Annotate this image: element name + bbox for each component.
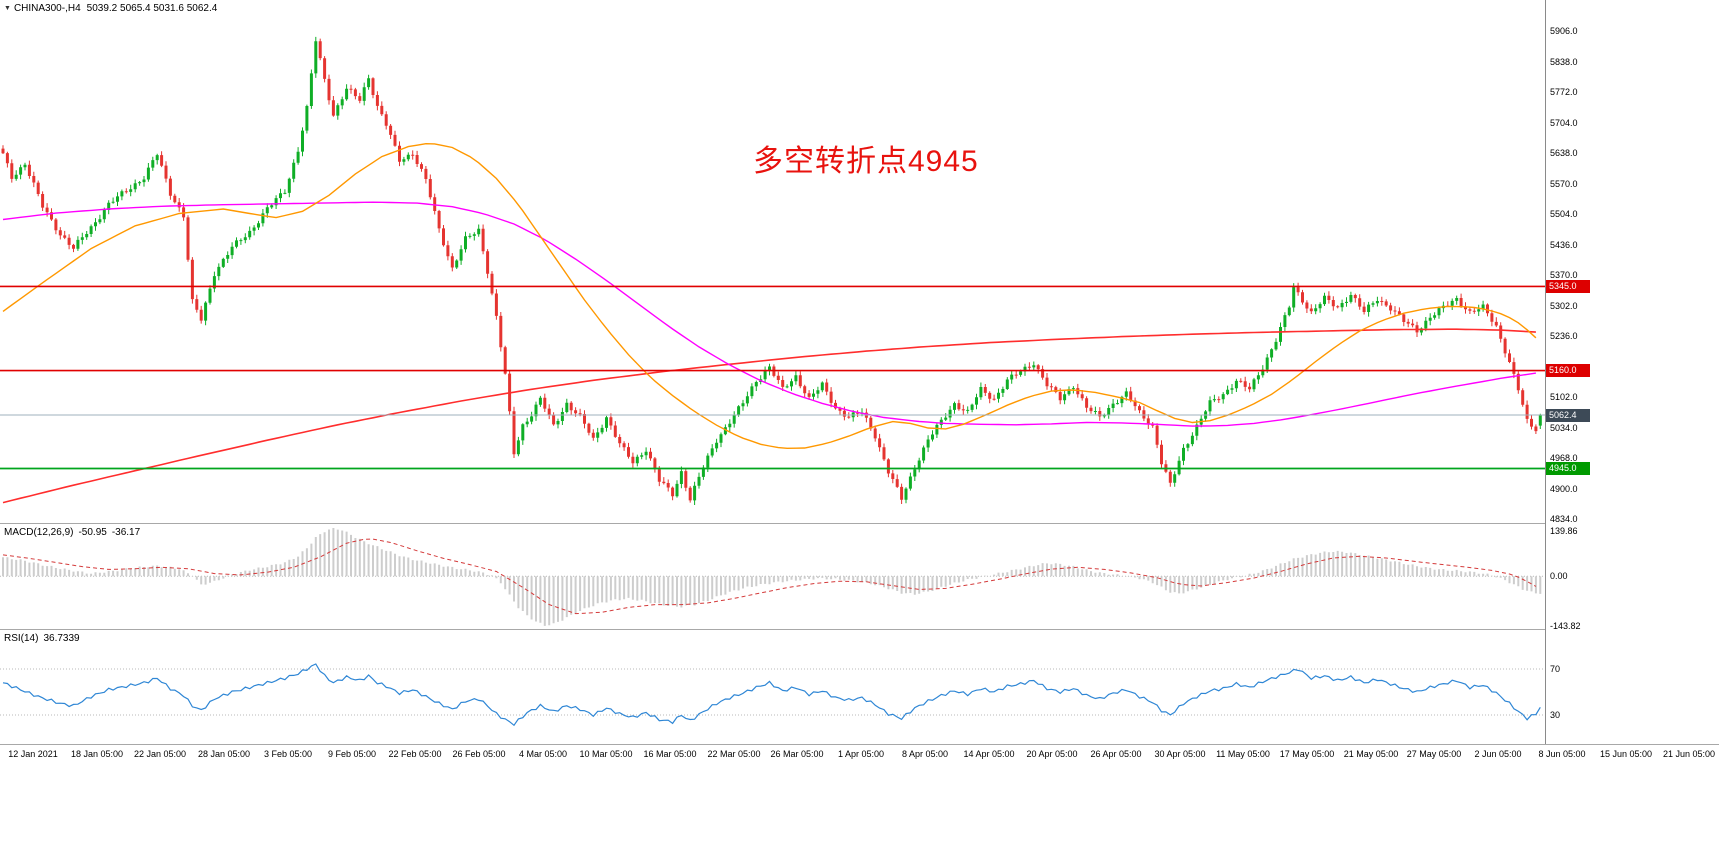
chart-title: ▼ CHINA300-,H4 5039.2 5065.4 5031.6 5062.4 xyxy=(4,3,217,14)
macd-name: MACD(12,26,9) xyxy=(4,527,74,538)
macd-histogram xyxy=(2,528,1542,626)
time-label: 22 Mar 05:00 xyxy=(707,749,761,759)
time-label: 26 Feb 05:00 xyxy=(452,749,506,759)
time-label: 11 May 05:00 xyxy=(1216,749,1270,759)
price-tick-label: 4968.0 xyxy=(1550,453,1578,463)
time-label: 8 Jun 05:00 xyxy=(1538,749,1586,759)
price-badge-support-5160: 5160.0 xyxy=(1546,364,1590,377)
time-label: 4 Mar 05:00 xyxy=(518,749,568,759)
time-label: 26 Mar 05:00 xyxy=(770,749,824,759)
price-tick-label: 4834.0 xyxy=(1550,514,1578,524)
price-tick-label: 5906.0 xyxy=(1550,26,1578,36)
time-label: 3 Feb 05:00 xyxy=(263,749,313,759)
price-tick-label: 5504.0 xyxy=(1550,209,1578,219)
macd-signal-value: -36.17 xyxy=(111,527,141,538)
rsi-panel: RSI(14) 36.7339 xyxy=(0,630,1545,744)
time-label: 18 Jan 05:00 xyxy=(70,749,124,759)
price-tick-label: 5436.0 xyxy=(1550,240,1578,250)
macd-axis-label: 139.86 xyxy=(1550,526,1578,536)
bear-candle-wicks xyxy=(2,38,1537,504)
macd-axis-label: 0.00 xyxy=(1550,571,1568,581)
price-badge-current-price: 5062.4 xyxy=(1546,409,1590,422)
time-label: 21 Jun 05:00 xyxy=(1662,749,1716,759)
time-label: 9 Feb 05:00 xyxy=(327,749,377,759)
ma-fast-orange-line[interactable] xyxy=(2,142,1537,450)
time-label: 17 May 05:00 xyxy=(1279,749,1335,759)
time-label: 27 May 05:00 xyxy=(1406,749,1462,759)
time-label: 14 Apr 05:00 xyxy=(963,749,1015,759)
price-badge-key-level-4945: 4945.0 xyxy=(1546,462,1590,475)
symbol-timeframe-label: CHINA300-,H4 xyxy=(13,3,81,14)
ohlc-values-label: 5039.2 5065.4 5031.6 5062.4 xyxy=(86,3,218,14)
price-tick-label: 5570.0 xyxy=(1550,179,1578,189)
time-label: 22 Feb 05:00 xyxy=(388,749,442,759)
rsi-value: 36.7339 xyxy=(43,633,80,644)
macd-main-value: -50.95 xyxy=(78,527,107,538)
panel-splitter-2[interactable] xyxy=(0,629,1719,630)
ma-mid-magenta-line[interactable] xyxy=(2,201,1537,427)
price-tick-label: 5704.0 xyxy=(1550,118,1578,128)
price-axis[interactable]: 5906.0 5838.0 5772.0 5704.0 5638.0 5570.0 5504… xyxy=(1545,0,1719,744)
price-tick-label: 5236.0 xyxy=(1550,331,1578,341)
rsi-line xyxy=(2,663,1541,727)
time-label: 8 Apr 05:00 xyxy=(901,749,949,759)
time-label: 26 Apr 05:00 xyxy=(1090,749,1142,759)
price-tick-label: 4900.0 xyxy=(1550,484,1578,494)
time-label: 2 Jun 05:00 xyxy=(1474,749,1522,759)
rsi-axis-label: 30 xyxy=(1550,710,1561,720)
price-tick-label: 5034.0 xyxy=(1550,423,1578,433)
macd-label: MACD(12,26,9) -50.95 -36.17 xyxy=(4,527,145,538)
bear-candle-bodies xyxy=(1,41,1538,501)
rsi-label: RSI(14) 36.7339 xyxy=(4,633,85,644)
time-label: 20 Apr 05:00 xyxy=(1026,749,1078,759)
macd-signal-line xyxy=(2,538,1537,615)
price-tick-label: 5302.0 xyxy=(1550,301,1578,311)
time-label: 16 Mar 05:00 xyxy=(643,749,697,759)
macd-axis-label: -143.82 xyxy=(1550,621,1581,631)
time-label: 22 Jan 05:00 xyxy=(133,749,187,759)
price-badge-resistance-5345: 5345.0 xyxy=(1546,280,1590,293)
time-label: 1 Apr 05:00 xyxy=(837,749,885,759)
annotation-text: 多空转折点4945 xyxy=(753,145,979,178)
price-tick-label: 5102.0 xyxy=(1550,392,1578,402)
rsi-canvas[interactable] xyxy=(0,630,1545,744)
macd-canvas[interactable] xyxy=(0,524,1545,629)
time-label: 12 Jan 2021 xyxy=(8,749,58,759)
time-label: 15 Jun 05:00 xyxy=(1599,749,1653,759)
macd-panel: MACD(12,26,9) -50.95 -36.17 xyxy=(0,524,1545,629)
price-tick-label: 5638.0 xyxy=(1550,148,1578,158)
bull-candle-wicks xyxy=(15,36,1541,505)
main-chart-canvas[interactable] xyxy=(0,0,1545,523)
time-label: 10 Mar 05:00 xyxy=(579,749,633,759)
panel-splitter-1[interactable] xyxy=(0,523,1719,524)
time-axis[interactable]: 12 Jan 2021 18 Jan 05:00 22 Jan 05:00 28 Ja… xyxy=(0,745,1719,765)
symbol-dropdown-icon[interactable]: ▼ xyxy=(4,5,11,12)
time-label: 30 Apr 05:00 xyxy=(1154,749,1206,759)
ma-slow-red-line[interactable] xyxy=(2,328,1536,504)
time-label: 21 May 05:00 xyxy=(1343,749,1399,759)
price-tick-label: 5838.0 xyxy=(1550,57,1578,67)
bull-candle-bodies xyxy=(14,41,1542,501)
rsi-name: RSI(14) xyxy=(4,633,39,644)
time-label: 28 Jan 05:00 xyxy=(197,749,251,759)
price-tick-label: 5772.0 xyxy=(1550,87,1578,97)
main-chart-panel: ▼ CHINA300-,H4 5039.2 5065.4 5031.6 5062.4… xyxy=(0,0,1545,523)
rsi-axis-label: 70 xyxy=(1550,664,1561,674)
price-tick-label: 5370.0 xyxy=(1550,270,1578,280)
panel-splitter-3[interactable] xyxy=(0,744,1719,745)
